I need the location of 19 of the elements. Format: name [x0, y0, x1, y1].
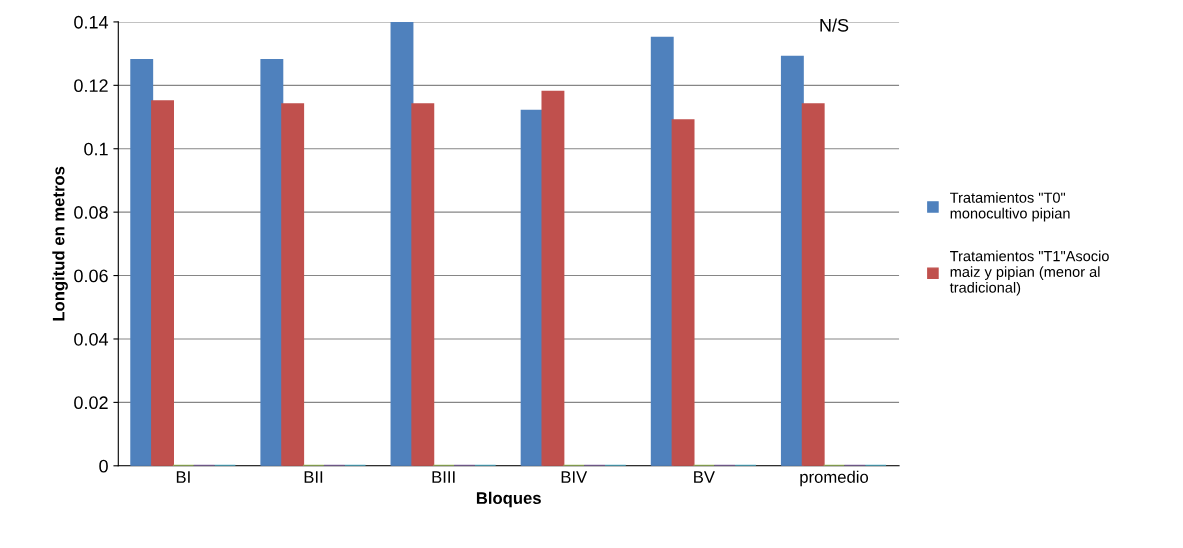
legend-label: Tratamientos "T0" monocultivo pipian — [950, 192, 1070, 222]
y-tick-label: 0.08 — [74, 206, 108, 219]
y-tick-label: 0.02 — [74, 396, 108, 410]
y-tick-label: 0.1 — [84, 142, 108, 156]
x-tick-label: promedio — [800, 470, 869, 487]
legend-label: Tratamientos "T1"Asocio maiz y pipian (menor al tradicional) — [949, 250, 1109, 296]
y-tick-label: 0.12 — [74, 79, 108, 93]
y-axis-title: Longitud en metros — [52, 166, 68, 321]
x-tick-label: BV — [694, 471, 715, 483]
x-tick-label: BIII — [432, 471, 455, 483]
y-tick-label: 0 — [99, 459, 108, 473]
y-tick-label: 0.14 — [74, 15, 109, 29]
x-axis-title: Bloques — [476, 491, 541, 508]
y-tick-label: 0.06 — [74, 269, 108, 283]
x-tick-label: BIV — [561, 471, 588, 483]
x-tick-label: BI — [176, 471, 190, 483]
y-tick-label: 0.04 — [74, 332, 109, 346]
annotation: N/S — [820, 18, 849, 32]
x-tick-label: BII — [304, 471, 323, 483]
